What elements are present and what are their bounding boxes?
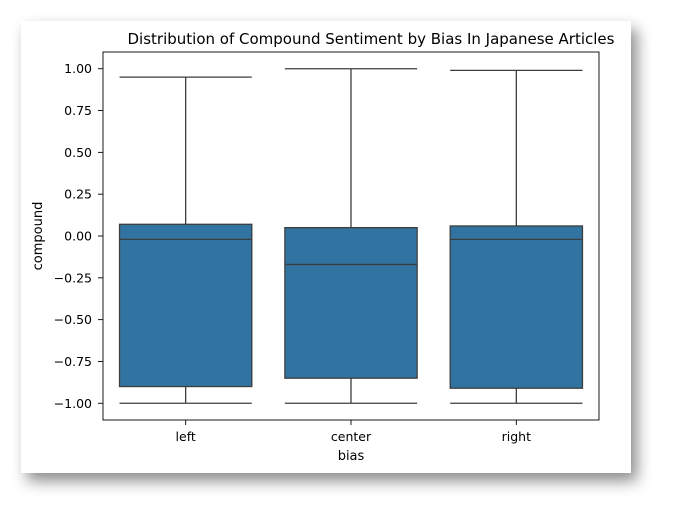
x-tick-label: center [331, 429, 372, 444]
y-tick-label: 0.75 [64, 103, 92, 118]
y-tick-label: −0.50 [54, 312, 92, 327]
box-left [118, 223, 253, 388]
x-axis-label: bias [338, 449, 365, 464]
y-axis: 1.00 0.75 0.50 0.25 0.00 −0.25 −0.50 −0.75 −1.00 [54, 61, 103, 411]
x-tick-label: right [502, 429, 531, 444]
y-tick-label: −1.00 [54, 396, 92, 411]
y-tick-label: −0.25 [54, 270, 92, 285]
y-tick-label: 0.00 [64, 229, 92, 244]
y-axis-label: compound [31, 202, 46, 271]
box-plot-chart: Distribution of Compound Sentiment by Bi… [31, 30, 615, 464]
box-group-center [284, 68, 418, 404]
y-tick-label: −0.75 [54, 354, 92, 369]
box-center [284, 226, 418, 379]
y-tick-label: 1.00 [64, 61, 92, 76]
box-group-right [449, 69, 584, 404]
x-axis: left center right [176, 420, 531, 444]
box-group-left [118, 76, 253, 404]
chart-figure: Distribution of Compound Sentiment by Bi… [21, 21, 631, 473]
box-right [449, 225, 584, 389]
x-tick-label: left [176, 429, 196, 444]
boxes-layer [118, 68, 584, 404]
chart-title: Distribution of Compound Sentiment by Bi… [128, 30, 615, 48]
y-tick-label: 0.25 [64, 187, 92, 202]
y-tick-label: 0.50 [64, 145, 92, 160]
